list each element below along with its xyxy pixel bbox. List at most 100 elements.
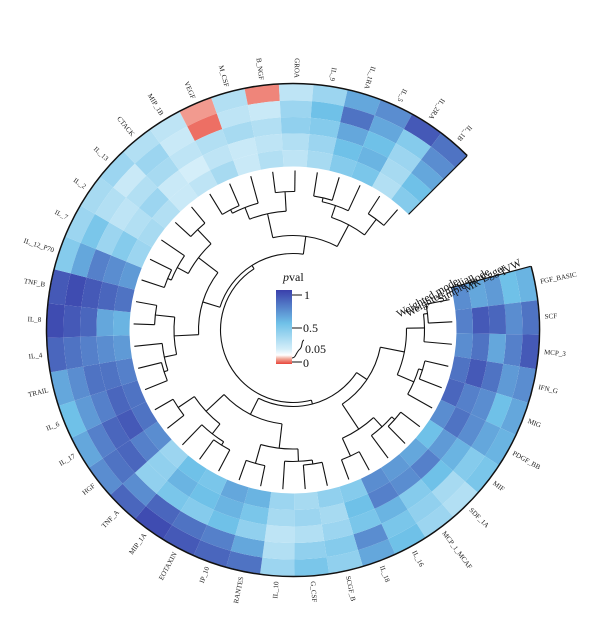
- heat-cell: [340, 106, 375, 131]
- heat-cell: [367, 481, 399, 509]
- category-label: RANTES: [232, 576, 245, 604]
- heat-cell: [348, 508, 382, 535]
- heat-cell: [420, 459, 453, 492]
- heat-cell: [111, 230, 138, 262]
- heat-cell: [514, 266, 538, 303]
- heat-cell: [455, 308, 473, 334]
- dendrogram-arc: [313, 195, 333, 201]
- heat-cell: [159, 126, 195, 157]
- dendrogram-branch: [154, 398, 174, 411]
- heat-cell: [374, 495, 408, 524]
- heat-cell: [66, 366, 91, 401]
- heat-cell: [381, 509, 417, 539]
- category-label: IL_6: [45, 420, 61, 433]
- category-label: B_NGF: [255, 58, 266, 81]
- heat-cell: [198, 468, 228, 495]
- heat-cell: [471, 306, 490, 334]
- heat-cell: [410, 448, 441, 480]
- heat-cell: [332, 138, 363, 162]
- heat-cell: [268, 492, 295, 510]
- dendrogram-branch: [367, 195, 381, 215]
- category-label: SCF: [544, 312, 557, 321]
- dendrogram-branch: [250, 176, 259, 204]
- heat-cell: [235, 519, 267, 542]
- heat-cell: [118, 261, 142, 290]
- dendrogram-branch: [198, 257, 219, 274]
- category-label: VEGF: [182, 80, 197, 100]
- heat-cell: [220, 479, 249, 504]
- heat-cell: [391, 186, 421, 215]
- dendrogram-branch: [418, 368, 423, 371]
- heat-cell: [123, 129, 160, 164]
- category-label: IL_9: [328, 67, 338, 82]
- heat-cell: [65, 205, 95, 243]
- heat-cell: [329, 154, 358, 178]
- heat-cell: [254, 133, 283, 154]
- heat-cell: [319, 502, 349, 525]
- dendrogram-branch: [373, 417, 383, 428]
- heat-cell: [94, 187, 127, 223]
- heat-cell: [131, 401, 158, 431]
- heat-cell: [202, 144, 234, 171]
- dendrogram-branch: [313, 172, 318, 197]
- dendrogram-branch: [167, 414, 185, 429]
- dendrogram-branch: [407, 393, 433, 409]
- category-label: IL_1B: [455, 124, 473, 143]
- heat-cell: [130, 430, 160, 462]
- legend-tick-1: 1: [304, 288, 310, 302]
- heat-cell: [102, 255, 127, 286]
- heatmap-outer-border: [45, 82, 541, 578]
- dendrogram-branch: [419, 378, 442, 389]
- category-label: PDGF_BB: [511, 449, 542, 471]
- heat-cell: [415, 419, 444, 449]
- heat-cell: [113, 335, 132, 361]
- heat-cell: [282, 149, 308, 168]
- heat-cell: [70, 242, 96, 278]
- heat-cell: [79, 306, 98, 337]
- heat-cell: [96, 335, 116, 364]
- heat-cell: [230, 535, 265, 558]
- heat-cell: [307, 134, 337, 155]
- dendrogram-branch: [221, 441, 225, 446]
- dendrogram-branch: [197, 229, 212, 245]
- heat-cell: [449, 355, 471, 384]
- heat-cell: [374, 100, 412, 130]
- heat-cell: [294, 557, 329, 576]
- heat-cell: [264, 524, 295, 543]
- heat-cell: [126, 239, 152, 268]
- dendrogram-branch: [370, 435, 389, 459]
- legend-tick-0-5: 0.5: [303, 321, 318, 335]
- heat-cell: [216, 104, 252, 130]
- dendrogram-branch: [428, 321, 453, 324]
- dendrogram-branch: [302, 236, 307, 255]
- dendrogram-branch: [341, 438, 351, 457]
- category-label: IL_5: [396, 88, 409, 104]
- dendrogram-arc: [245, 459, 266, 467]
- heat-cell: [99, 360, 122, 391]
- heat-cell: [321, 518, 354, 541]
- dendrogram-branch: [229, 183, 240, 206]
- heat-cell: [74, 395, 102, 431]
- heat-cell: [251, 117, 282, 138]
- heat-cell: [178, 155, 211, 184]
- dendrogram-arc: [396, 328, 408, 375]
- heat-cell: [279, 100, 313, 118]
- dendrogram-branch: [164, 353, 177, 358]
- heat-cell: [344, 493, 375, 519]
- category-label: IL_2: [72, 176, 88, 191]
- heat-cell: [316, 486, 345, 509]
- heat-cell: [262, 541, 295, 560]
- dendrogram-branch: [199, 439, 215, 460]
- heat-cell: [63, 305, 82, 338]
- heat-cell: [97, 281, 119, 311]
- dendrogram-branch: [218, 449, 231, 472]
- heat-cell: [403, 114, 441, 147]
- heat-cell: [157, 170, 189, 200]
- heat-cell: [399, 437, 429, 467]
- heat-cell: [362, 130, 396, 158]
- heat-cell: [482, 274, 505, 307]
- heat-cell: [416, 504, 454, 538]
- dendrogram-branch: [282, 461, 286, 490]
- heat-cell: [440, 437, 472, 471]
- dendrogram-branch: [138, 362, 162, 369]
